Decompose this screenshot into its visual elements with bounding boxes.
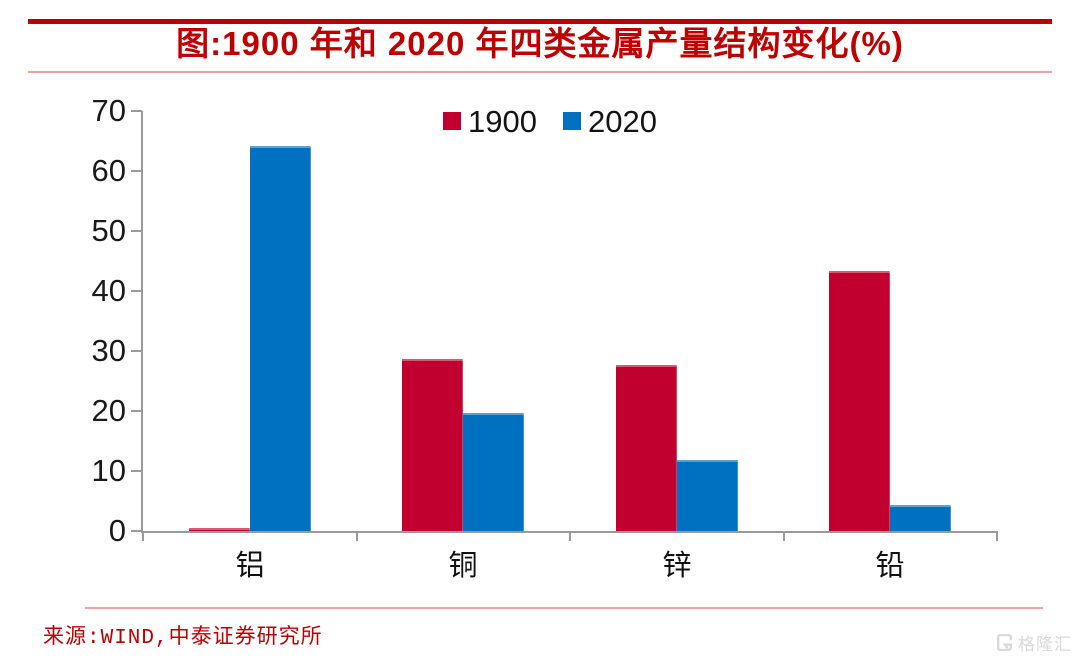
x-axis-tick [996,531,998,541]
y-axis-tick [131,290,142,292]
x-axis-category-label: 铅 [875,550,905,582]
y-axis-tick-label: 50 [91,213,126,248]
bar-1900-cat1 [402,359,463,531]
watermark: 格隆汇 [995,630,1072,655]
chart-legend: 1900 2020 [10,104,1080,138]
legend-label-2020: 2020 [588,103,657,139]
x-axis-tick [355,531,358,541]
y-axis-line [141,111,143,533]
figure-title: 图:1900 年和 2020 年四类金属产量结构变化(%) [176,25,904,62]
y-axis-tick-label: 20 [91,393,126,428]
bar-2020-cat2 [677,460,738,531]
source-attribution: 来源:WIND,中泰证券研究所 [43,627,323,650]
bar-2020-cat0 [250,146,311,531]
x-axis-tick [142,531,144,541]
y-axis-tick [131,530,142,532]
watermark-text: 格隆汇 [1018,635,1072,654]
y-axis-tick-label: 70 [91,93,126,128]
x-axis-category-label: 铜 [448,550,478,582]
y-axis-tick-label: 10 [91,453,126,488]
y-axis-tick-label: 30 [91,333,126,368]
footer-divider [85,607,1043,609]
y-axis-tick-label: 0 [108,513,126,548]
y-axis-tick [131,170,142,172]
bar-chart: 1900 2020 0 10 20 30 40 50 60 70 铝 铜 锌 铅 [10,93,1080,582]
x-axis-category-label: 铝 [235,550,265,582]
x-axis-tick [569,531,571,541]
legend-label-1900: 1900 [468,103,537,139]
bar-2020-cat3 [890,505,951,531]
bar-2020-cat1 [463,413,524,531]
y-axis-tick [131,230,142,232]
y-axis-tick [131,110,142,112]
x-axis-category-label: 锌 [662,550,692,582]
legend-item-2020: 2020 [563,106,657,137]
x-axis-tick [782,531,785,541]
y-axis-tick [131,410,142,412]
bar-1900-cat2 [616,365,677,531]
y-axis-tick [131,470,142,472]
y-axis-tick-label: 60 [91,153,126,188]
gelonghui-logo-icon [997,633,1012,652]
title-underline-divider [28,71,1052,73]
top-divider [28,19,1052,24]
bar-1900-cat0 [189,528,250,531]
y-axis-tick-label: 40 [91,273,126,308]
y-axis-tick [131,350,142,352]
legend-swatch-1900 [443,112,462,130]
bar-1900-cat3 [829,271,890,531]
legend-item-1900: 1900 [443,106,537,137]
legend-swatch-2020 [563,112,581,130]
